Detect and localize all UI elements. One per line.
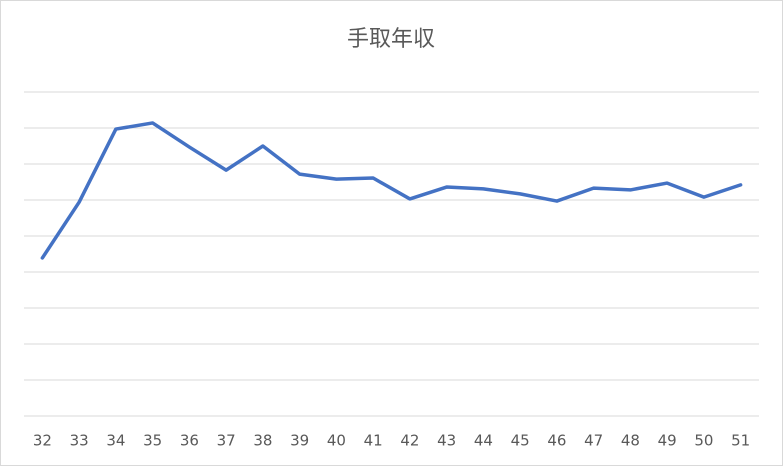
data-line	[40, 121, 743, 260]
x-tick-label: 43	[437, 432, 456, 450]
x-tick-label: 50	[694, 432, 713, 450]
x-tick-label: 33	[70, 432, 89, 450]
x-tick-label: 36	[180, 432, 199, 450]
x-tick-label: 44	[474, 432, 493, 450]
x-tick-label: 37	[217, 432, 236, 450]
x-tick-label: 51	[731, 432, 750, 450]
x-tick-label: 49	[658, 432, 677, 450]
x-tick-label: 48	[621, 432, 640, 450]
x-tick-label: 42	[400, 432, 419, 450]
x-tick-label: 40	[327, 432, 346, 450]
x-tick-label: 45	[511, 432, 530, 450]
x-tick-label: 32	[33, 432, 52, 450]
x-tick-label: 38	[253, 432, 272, 450]
x-tick-label: 39	[290, 432, 309, 450]
x-tick-label: 46	[547, 432, 566, 450]
x-tick-label: 34	[106, 432, 125, 450]
x-tick-label: 41	[364, 432, 383, 450]
chart-title: 手取年収	[347, 27, 435, 52]
x-tick-label: 35	[143, 432, 162, 450]
x-tick-label: 47	[584, 432, 603, 450]
